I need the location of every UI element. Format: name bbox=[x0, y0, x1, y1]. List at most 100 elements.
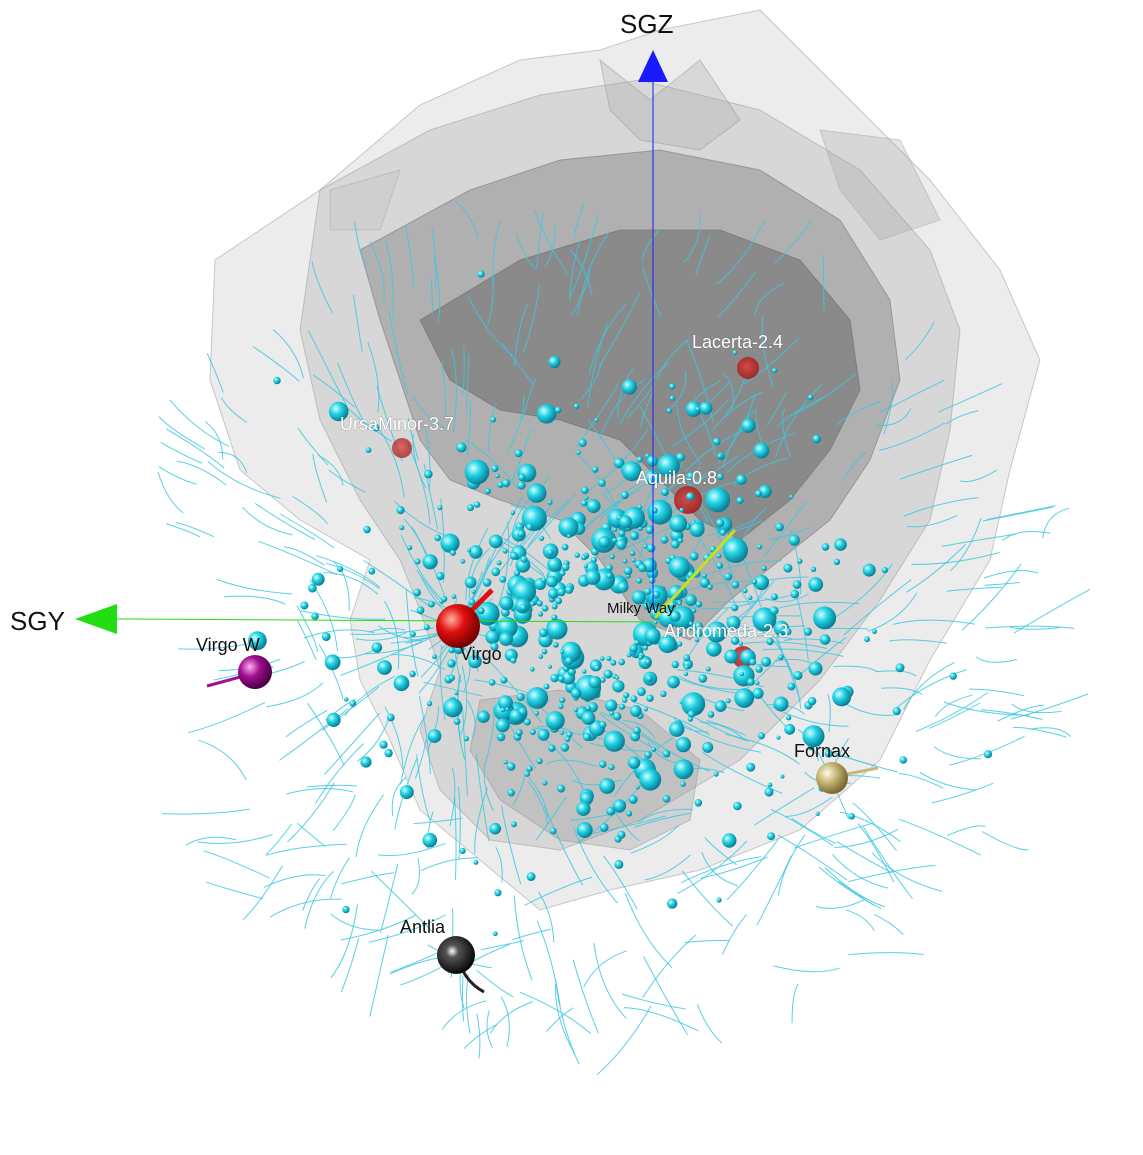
antlia-sphere[interactable] bbox=[437, 936, 475, 974]
galaxy-sphere bbox=[437, 505, 443, 511]
flow-line bbox=[602, 855, 638, 910]
flow-line bbox=[642, 266, 662, 318]
flow-line bbox=[464, 438, 519, 489]
flow-line bbox=[785, 796, 833, 817]
flow-line bbox=[969, 688, 1025, 697]
galaxy-sphere bbox=[363, 525, 371, 534]
flow-line bbox=[492, 221, 501, 284]
flow-line bbox=[501, 805, 522, 885]
galaxy-sphere bbox=[612, 680, 625, 693]
galaxy-sphere bbox=[499, 596, 514, 611]
galaxy-sphere bbox=[541, 648, 548, 655]
galaxy-sphere bbox=[554, 406, 562, 414]
flow-line bbox=[822, 254, 825, 311]
galaxy-sphere bbox=[713, 437, 721, 446]
flow-line bbox=[241, 506, 293, 536]
galaxy-sphere bbox=[764, 787, 774, 797]
galaxy-sphere bbox=[638, 655, 644, 660]
flow-line bbox=[254, 502, 316, 540]
galaxy-sphere bbox=[588, 675, 602, 689]
galaxy-sphere bbox=[730, 636, 740, 645]
galaxy-sphere bbox=[647, 499, 673, 525]
flow-line bbox=[873, 913, 904, 935]
flow-line bbox=[587, 419, 616, 460]
flow-line bbox=[242, 865, 283, 921]
flow-line bbox=[672, 399, 729, 447]
flow-line bbox=[439, 645, 446, 720]
galaxy-sphere bbox=[677, 641, 683, 647]
flow-line bbox=[636, 728, 711, 772]
galaxy-sphere bbox=[501, 608, 510, 617]
galaxy-sphere bbox=[780, 774, 785, 779]
flow-line bbox=[368, 914, 446, 943]
galaxy-sphere bbox=[637, 687, 646, 697]
galaxy-sphere bbox=[399, 525, 405, 531]
flow-line bbox=[176, 460, 227, 486]
flow-line bbox=[368, 627, 405, 633]
flow-line bbox=[302, 878, 321, 911]
flow-line bbox=[263, 874, 326, 888]
flow-line bbox=[304, 871, 335, 929]
flow-line bbox=[843, 579, 912, 636]
flow-line bbox=[535, 796, 567, 841]
galaxy-sphere bbox=[506, 762, 516, 771]
galaxy-sphere bbox=[687, 716, 694, 722]
galaxy-sphere bbox=[494, 889, 502, 897]
galaxy-sphere bbox=[448, 674, 455, 682]
flow-line bbox=[889, 639, 948, 644]
galaxy-sphere bbox=[536, 404, 557, 424]
galaxy-sphere bbox=[413, 588, 421, 597]
flow-line bbox=[677, 669, 764, 688]
flow-line bbox=[703, 698, 745, 712]
flow-line bbox=[353, 294, 363, 353]
flow-line bbox=[308, 330, 349, 410]
flow-line bbox=[272, 329, 304, 379]
flow-line bbox=[613, 809, 640, 842]
galaxy-sphere bbox=[753, 574, 770, 591]
flow-line bbox=[695, 235, 711, 276]
flow-line bbox=[300, 610, 386, 620]
flow-line bbox=[700, 721, 747, 741]
galaxy-sphere bbox=[558, 703, 564, 710]
flow-line bbox=[569, 213, 599, 299]
flow-line bbox=[717, 271, 756, 317]
flow-line bbox=[350, 627, 434, 635]
galaxy-sphere bbox=[724, 572, 733, 581]
flow-line bbox=[961, 563, 1022, 631]
virgo-sphere[interactable] bbox=[436, 604, 480, 648]
galaxy-sphere bbox=[559, 730, 565, 735]
galaxy-sphere bbox=[308, 583, 317, 593]
galaxy-sphere bbox=[614, 859, 624, 869]
flow-line bbox=[433, 255, 441, 323]
flow-line bbox=[357, 718, 390, 762]
galaxy-sphere bbox=[642, 645, 649, 651]
virgo-w-sphere[interactable] bbox=[238, 655, 272, 689]
flow-line bbox=[312, 374, 356, 408]
galaxy-sphere bbox=[755, 680, 760, 685]
galaxy-sphere bbox=[599, 721, 607, 729]
flow-line bbox=[316, 555, 380, 588]
flow-line bbox=[367, 341, 380, 413]
flow-line bbox=[501, 342, 534, 386]
flow-line bbox=[482, 654, 542, 723]
galaxy-sphere bbox=[490, 416, 497, 423]
flow-line bbox=[777, 834, 848, 881]
galaxy-sphere bbox=[582, 669, 587, 674]
flow-line bbox=[536, 212, 544, 268]
galaxy-sphere bbox=[434, 534, 442, 542]
galaxy-sphere bbox=[668, 556, 690, 578]
galaxy-sphere bbox=[583, 563, 589, 569]
galaxy-sphere bbox=[629, 705, 642, 717]
flow-line bbox=[285, 709, 328, 738]
galaxy-sphere bbox=[677, 601, 682, 606]
void-center-aquila bbox=[674, 486, 702, 514]
fornax-sphere[interactable] bbox=[816, 762, 848, 794]
flow-line bbox=[983, 570, 1039, 579]
galaxy-sphere bbox=[536, 758, 543, 765]
flow-line bbox=[388, 310, 408, 396]
galaxy-sphere bbox=[752, 687, 764, 700]
galaxy-sphere bbox=[695, 600, 703, 608]
flow-line bbox=[467, 295, 514, 357]
galaxy-sphere bbox=[622, 558, 628, 564]
